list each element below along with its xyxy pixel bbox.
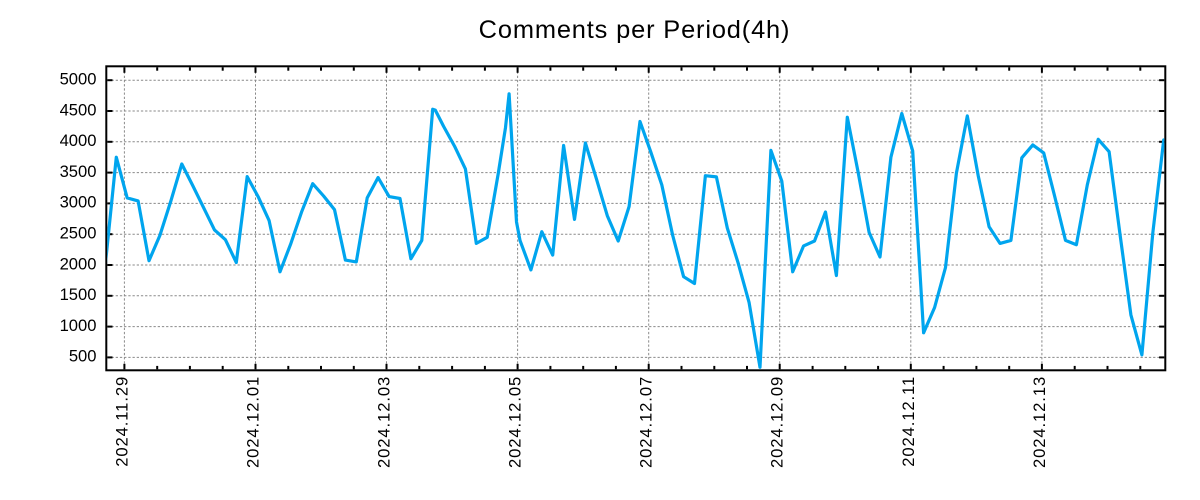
svg-text:2024.12.01: 2024.12.01 <box>244 376 263 468</box>
svg-text:2024.12.07: 2024.12.07 <box>637 376 656 468</box>
svg-text:3500: 3500 <box>60 162 97 181</box>
svg-text:2024.12.11: 2024.12.11 <box>899 376 918 467</box>
svg-text:Comments per Period(4h): Comments per Period(4h) <box>479 16 791 44</box>
svg-text:3000: 3000 <box>60 193 97 212</box>
svg-text:2024.12.03: 2024.12.03 <box>375 376 394 468</box>
svg-text:5000: 5000 <box>60 70 97 89</box>
svg-text:2024.11.29: 2024.11.29 <box>112 376 131 467</box>
svg-text:2024.12.05: 2024.12.05 <box>506 376 525 468</box>
svg-text:4500: 4500 <box>60 100 97 119</box>
svg-text:4000: 4000 <box>60 131 97 150</box>
svg-text:2000: 2000 <box>60 254 97 273</box>
svg-text:1500: 1500 <box>60 285 97 304</box>
svg-text:500: 500 <box>69 347 97 366</box>
svg-text:2024.12.09: 2024.12.09 <box>768 376 787 468</box>
svg-text:2024.12.13: 2024.12.13 <box>1030 376 1049 468</box>
svg-text:1000: 1000 <box>60 316 97 335</box>
svg-text:2500: 2500 <box>60 224 97 243</box>
